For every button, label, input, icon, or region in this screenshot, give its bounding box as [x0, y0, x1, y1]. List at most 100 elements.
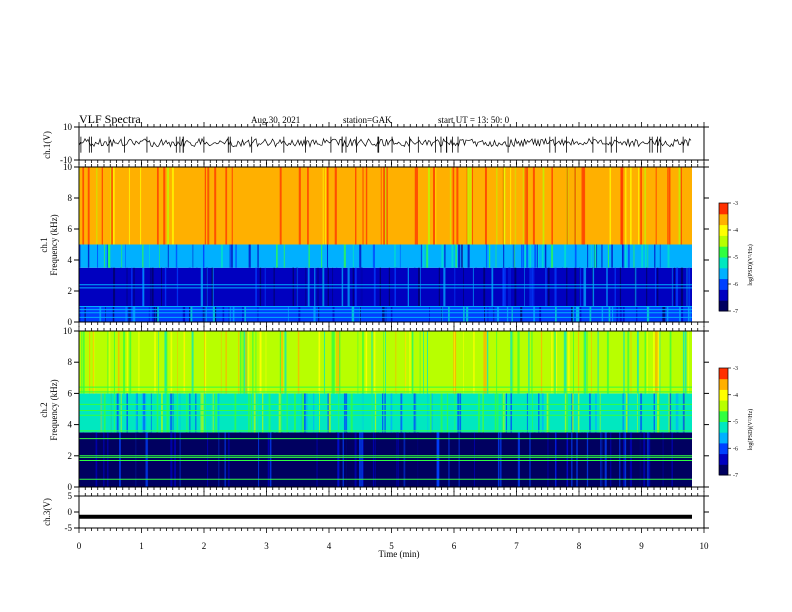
spectrogram-streak [531, 331, 533, 394]
spectrogram-streak [164, 331, 167, 394]
spectrogram-streak [359, 306, 361, 322]
spectrogram-streak [345, 167, 348, 245]
spectrogram-streak [555, 306, 557, 322]
spectrogram-streak [554, 331, 556, 394]
spectrogram-streak [384, 306, 387, 322]
spectrogram-streak [583, 267, 586, 307]
spectrogram-streak [371, 432, 373, 487]
spectrogram-streak [597, 331, 599, 394]
spectrogram-streak [591, 244, 592, 268]
spectrogram-streak [503, 432, 506, 487]
spectrogram-streak [472, 267, 474, 307]
spectrogram-streak [254, 393, 256, 433]
spectrogram-streak [546, 432, 548, 487]
spectrogram-streak [294, 393, 296, 433]
spectrogram-streak [633, 244, 635, 268]
spectrogram-streak [173, 306, 176, 322]
spectrogram-streak [564, 244, 567, 268]
spectrogram-streak [309, 331, 312, 394]
spectrogram-streak [142, 267, 145, 307]
spectrogram-streak [611, 306, 614, 322]
x-tick-label: 4 [327, 541, 332, 551]
spectrogram-streak [113, 393, 115, 433]
colorbar-tick-label: -5 [733, 420, 738, 426]
spectrogram-streak [454, 393, 456, 433]
spectrogram-streak [671, 432, 673, 487]
spectrogram-streak [636, 331, 639, 394]
y-tick-label: 10 [63, 162, 73, 172]
spectrogram-streak [585, 267, 587, 307]
spectrogram-streak [501, 393, 503, 433]
y-tick-label: 6 [68, 388, 73, 398]
spectrogram-streak [484, 167, 487, 245]
spectrogram-streak [207, 167, 210, 245]
station-label: station=GAK [343, 115, 392, 125]
spectrogram-streak [540, 432, 542, 487]
spectrogram-streak [305, 393, 308, 433]
spectrogram-streak [123, 331, 126, 394]
spectrogram-streak [347, 267, 350, 307]
y-tick-label: 8 [68, 193, 73, 203]
spectrogram-streak [188, 267, 191, 307]
spectrogram-streak [315, 306, 317, 322]
spectrogram-streak [624, 432, 627, 487]
spectrogram-streak [449, 167, 451, 245]
spectrogram-streak [448, 432, 450, 487]
spectrogram-streak [647, 432, 649, 487]
spectrogram-streak [279, 167, 282, 245]
spectrogram-streak [619, 306, 622, 322]
spectrogram-streak [427, 244, 428, 268]
spectrogram-streak [445, 393, 448, 433]
spectrogram-streak [548, 432, 551, 487]
spectrogram-streak [286, 393, 288, 433]
spectrogram-streak [126, 267, 128, 307]
spectrogram-streak [512, 244, 515, 268]
spectrogram-streak [561, 267, 563, 307]
spectrogram-streak [433, 167, 436, 245]
spectrogram-streak [242, 331, 244, 394]
spectrogram-streak [463, 267, 464, 307]
spectrogram-streak [608, 306, 611, 322]
spectrogram-streak [332, 267, 334, 307]
spectrogram-streak [79, 306, 81, 322]
spectrogram-streak [668, 432, 669, 487]
spectrogram-streak [374, 432, 376, 487]
spectrogram-streak [511, 306, 513, 322]
spectrogram-streak [501, 331, 505, 394]
spectrogram-streak [654, 244, 656, 268]
spectrogram-streak [566, 306, 568, 322]
spectrogram-streak [678, 393, 680, 433]
spectrogram-streak [653, 331, 655, 394]
spectrogram-streak [281, 331, 283, 394]
spectrogram-streak [493, 306, 495, 322]
spectrogram-streak [503, 244, 505, 268]
spectrogram-streak [362, 331, 364, 394]
spectrogram-streak [554, 331, 558, 394]
spectrogram-streak [94, 432, 97, 487]
spectrogram-streak [503, 393, 505, 433]
ch2-spec-ylabel-channel: ch.2 [39, 402, 49, 417]
spectrogram-streak [355, 167, 357, 245]
spectrogram-streak [156, 167, 159, 245]
spectrogram-streak [457, 393, 460, 433]
colorbar-swatch [719, 224, 728, 236]
spectrogram-streak [601, 244, 603, 268]
spectrogram-streak [361, 432, 364, 487]
spectrogram-streak [496, 331, 498, 394]
spectrogram-streak [669, 393, 672, 433]
spectrogram-streak [319, 393, 320, 433]
spectrogram-streak [599, 167, 601, 245]
spectrogram-streak [322, 267, 325, 307]
spectrogram-streak [175, 244, 178, 268]
spectrogram-streak [626, 393, 629, 433]
spectrogram-streak [287, 306, 289, 322]
spectrogram-streak [619, 432, 621, 487]
spectrogram-streak [229, 244, 231, 268]
spectrogram-streak [345, 393, 348, 433]
spectrogram-streak [336, 267, 338, 307]
spectrogram-streak [135, 432, 138, 487]
colorbar-tick-label: -4 [733, 393, 738, 399]
spectrogram-streak [545, 267, 547, 307]
colorbar-swatch [719, 267, 728, 280]
spectrogram-streak [327, 393, 330, 433]
